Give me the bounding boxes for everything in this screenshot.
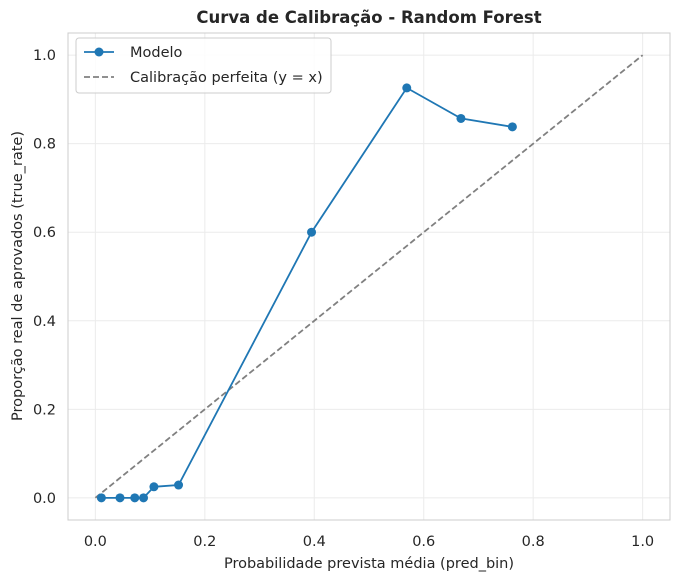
- x-tick-label: 0.0: [84, 534, 107, 550]
- legend-model-marker: [94, 47, 104, 57]
- y-axis-label: Proporção real de aprovados (true_rate): [10, 131, 26, 421]
- chart-title: Curva de Calibração - Random Forest: [196, 8, 541, 27]
- x-tick-label: 0.2: [193, 534, 216, 550]
- x-tick-label: 0.8: [522, 534, 545, 550]
- model-data-point: [402, 83, 412, 93]
- model-data-point: [115, 493, 125, 503]
- perfect-calibration-line: [94, 54, 644, 499]
- y-tick-label: 1.0: [33, 48, 56, 64]
- x-tick-label: 0.4: [303, 534, 326, 550]
- x-axis-label: Probabilidade prevista média (pred_bin): [224, 556, 514, 572]
- y-axis-ticks: 0.0 0.2 0.4 0.6 0.8 1.0: [33, 48, 56, 507]
- model-series-line: [101, 86, 513, 499]
- legend-perfect-label: Calibração perfeita (y = x): [130, 70, 323, 86]
- y-tick-label: 0.6: [33, 225, 56, 241]
- model-data-point: [96, 493, 106, 503]
- legend-box: [75, 37, 332, 94]
- y-tick-label: 0.2: [33, 402, 56, 418]
- plot-series: [94, 54, 644, 503]
- legend: Modelo Calibração perfeita (y = x): [75, 37, 332, 94]
- model-data-point: [174, 480, 184, 490]
- y-tick-label: 0.8: [33, 137, 56, 153]
- model-data-point: [456, 113, 466, 123]
- model-data-point: [149, 482, 159, 492]
- legend-model-label: Modelo: [130, 45, 183, 61]
- model-data-point: [507, 122, 517, 132]
- model-data-point: [139, 493, 149, 503]
- y-tick-label: 0.0: [33, 491, 56, 507]
- y-tick-label: 0.4: [33, 314, 56, 330]
- x-tick-label: 0.6: [412, 534, 435, 550]
- x-tick-label: 1.0: [631, 534, 654, 550]
- plot-frame: [67, 32, 671, 521]
- model-data-point: [307, 227, 317, 237]
- x-axis-ticks: 0.0 0.2 0.4 0.6 0.8 1.0: [84, 534, 654, 550]
- model-data-point: [130, 493, 140, 503]
